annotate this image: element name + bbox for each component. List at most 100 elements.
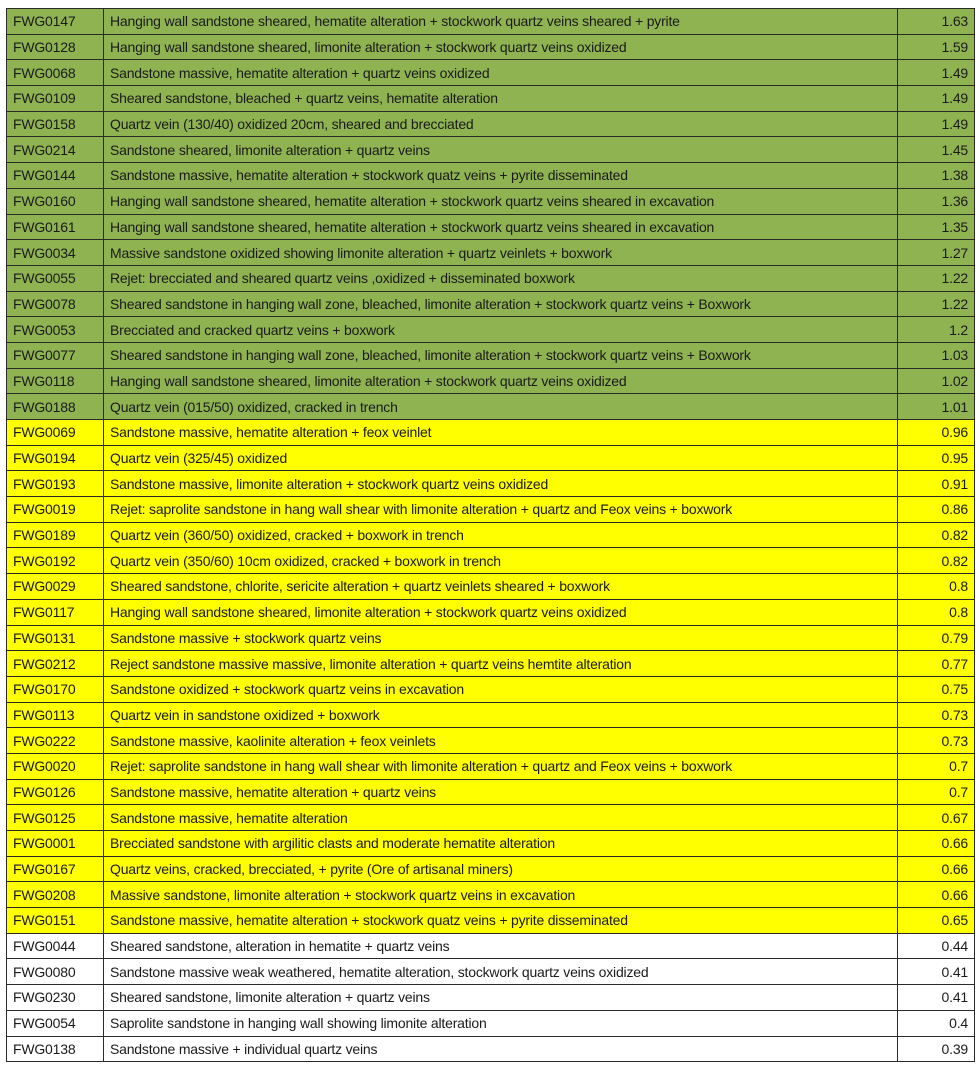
sample-id-cell: FWG0212: [6, 650, 104, 677]
table-row: FWG0131 Sandstone massive + stockwork qua…: [6, 624, 975, 652]
table-row: FWG0147 Hanging wall sandstone sheared, h…: [6, 8, 975, 35]
description-cell: Quartz vein (360/50) oxidized, cracked +…: [103, 521, 898, 549]
description-cell: Quartz vein (325/45) oxidized: [103, 444, 898, 472]
table-row: FWG0068 Sandstone massive, hematite alter…: [6, 59, 975, 87]
sample-id-cell: FWG0069: [6, 419, 104, 446]
value-cell: 1.36: [897, 187, 975, 215]
sample-id-cell: FWG0054: [6, 1009, 104, 1037]
description-cell: Quartz vein (130/40) oxidized 20cm, shea…: [103, 110, 898, 138]
value-cell: 0.73: [897, 727, 975, 754]
value-cell: 0.73: [897, 701, 975, 729]
sample-id-cell: FWG0109: [6, 85, 104, 112]
table-row: FWG0069 Sandstone massive, hematite alter…: [6, 419, 975, 446]
description-cell: Hanging wall sandstone sheared, limonite…: [103, 33, 898, 61]
value-cell: 1.01: [897, 393, 975, 420]
sample-id-cell: FWG0044: [6, 932, 104, 960]
value-cell: 1.63: [897, 8, 975, 35]
value-cell: 1.49: [897, 110, 975, 138]
description-cell: Sheared sandstone in hanging wall zone, …: [103, 290, 898, 318]
description-cell: Quartz vein (015/50) oxidized, cracked i…: [103, 393, 898, 420]
value-cell: 0.82: [897, 521, 975, 549]
description-cell: Quartz veins, cracked, brecciated, + pyr…: [103, 855, 898, 883]
sample-id-cell: FWG0113: [6, 701, 104, 729]
sample-table: FWG0147 Hanging wall sandstone sheared, h…: [6, 8, 975, 1063]
table-row: FWG0034 Massive sandstone oxidized showin…: [6, 239, 975, 266]
sample-id-cell: FWG0029: [6, 573, 104, 600]
table-row: FWG0020 Rejet: saprolite sandstone in han…: [6, 752, 975, 780]
description-cell: Sandstone massive, hematite alteration +…: [103, 778, 898, 806]
value-cell: 0.75: [897, 675, 975, 703]
table-row: FWG0118 Hanging wall sandstone sheared, l…: [6, 367, 975, 395]
table-row: FWG0053 Brecciated and cracked quartz vei…: [6, 316, 975, 343]
sample-id-cell: FWG0118: [6, 367, 104, 395]
table-row: FWG0193 Sandstone massive, limonite alter…: [6, 470, 975, 498]
value-cell: 1.22: [897, 290, 975, 318]
table-row: FWG0078 Sheared sandstone in hanging wall…: [6, 290, 975, 318]
sample-id-cell: FWG0117: [6, 598, 104, 626]
value-cell: 0.66: [897, 855, 975, 883]
sample-id-cell: FWG0222: [6, 727, 104, 754]
table-row: FWG0080 Sandstone massive weak weathered,…: [6, 958, 975, 986]
sample-id-cell: FWG0125: [6, 804, 104, 831]
description-cell: Sheared sandstone, chlorite, sericite al…: [103, 573, 898, 600]
value-cell: 0.4: [897, 1009, 975, 1037]
value-cell: 0.82: [897, 547, 975, 575]
description-cell: Sandstone sheared, limonite alteration +…: [103, 136, 898, 164]
description-cell: Rejet: saprolite sandstone in hang wall …: [103, 496, 898, 523]
description-cell: Rejet: saprolite sandstone in hang wall …: [103, 752, 898, 780]
table-row: FWG0151 Sandstone massive, hematite alter…: [6, 907, 975, 934]
value-cell: 0.39: [897, 1035, 975, 1063]
sample-id-cell: FWG0158: [6, 110, 104, 138]
value-cell: 0.67: [897, 804, 975, 831]
value-cell: 1.2: [897, 316, 975, 343]
sample-id-cell: FWG0053: [6, 316, 104, 343]
sample-id-cell: FWG0020: [6, 752, 104, 780]
description-cell: Brecciated and cracked quartz veins + bo…: [103, 316, 898, 343]
sample-id-cell: FWG0230: [6, 984, 104, 1011]
value-cell: 0.65: [897, 907, 975, 934]
description-cell: Sandstone massive, hematite alteration +…: [103, 907, 898, 934]
table-row: FWG0192 Quartz vein (350/60) 10cm oxidize…: [6, 547, 975, 575]
value-cell: 0.91: [897, 470, 975, 498]
table-row: FWG0170 Sandstone oxidized + stockwork qu…: [6, 675, 975, 703]
description-cell: Sandstone massive, kaolinite alteration …: [103, 727, 898, 754]
description-cell: Sandstone massive, hematite alteration: [103, 804, 898, 831]
table-row: FWG0194 Quartz vein (325/45) oxidized 0.95: [6, 444, 975, 472]
table-row: FWG0055 Rejet: brecciated and sheared qua…: [6, 264, 975, 292]
description-cell: Hanging wall sandstone sheared, hematite…: [103, 213, 898, 241]
value-cell: 0.96: [897, 419, 975, 446]
table-row: FWG0138 Sandstone massive + individual qu…: [6, 1035, 975, 1063]
description-cell: Sandstone massive, hematite alteration +…: [103, 419, 898, 446]
table-row: FWG0230 Sheared sandstone, limonite alter…: [6, 984, 975, 1011]
table-row: FWG0029 Sheared sandstone, chlorite, seri…: [6, 573, 975, 600]
sample-id-cell: FWG0126: [6, 778, 104, 806]
value-cell: 0.7: [897, 778, 975, 806]
sample-id-cell: FWG0019: [6, 496, 104, 523]
table-row: FWG0126 Sandstone massive, hematite alter…: [6, 778, 975, 806]
sample-id-cell: FWG0055: [6, 264, 104, 292]
sample-id-cell: FWG0001: [6, 830, 104, 857]
table-row: FWG0125 Sandstone massive, hematite alter…: [6, 804, 975, 831]
description-cell: Rejet: brecciated and sheared quartz vei…: [103, 264, 898, 292]
table-row: FWG0160 Hanging wall sandstone sheared, h…: [6, 187, 975, 215]
sample-id-cell: FWG0188: [6, 393, 104, 420]
description-cell: Reject sandstone massive massive, limoni…: [103, 650, 898, 677]
sample-id-cell: FWG0208: [6, 881, 104, 909]
table-row: FWG0001 Brecciated sandstone with argilit…: [6, 830, 975, 857]
sample-id-cell: FWG0161: [6, 213, 104, 241]
table-row: FWG0208 Massive sandstone, limonite alter…: [6, 881, 975, 909]
value-cell: 1.59: [897, 33, 975, 61]
value-cell: 1.49: [897, 85, 975, 112]
table-row: FWG0158 Quartz vein (130/40) oxidized 20c…: [6, 110, 975, 138]
value-cell: 0.86: [897, 496, 975, 523]
sample-id-cell: FWG0078: [6, 290, 104, 318]
value-cell: 0.41: [897, 958, 975, 986]
description-cell: Sheared sandstone in hanging wall zone, …: [103, 341, 898, 369]
value-cell: 0.41: [897, 984, 975, 1011]
value-cell: 1.35: [897, 213, 975, 241]
value-cell: 0.79: [897, 624, 975, 652]
description-cell: Hanging wall sandstone sheared, hematite…: [103, 187, 898, 215]
table-row: FWG0144 Sandstone massive, hematite alter…: [6, 162, 975, 189]
table-row: FWG0117 Hanging wall sandstone sheared, l…: [6, 598, 975, 626]
sample-id-cell: FWG0147: [6, 8, 104, 35]
